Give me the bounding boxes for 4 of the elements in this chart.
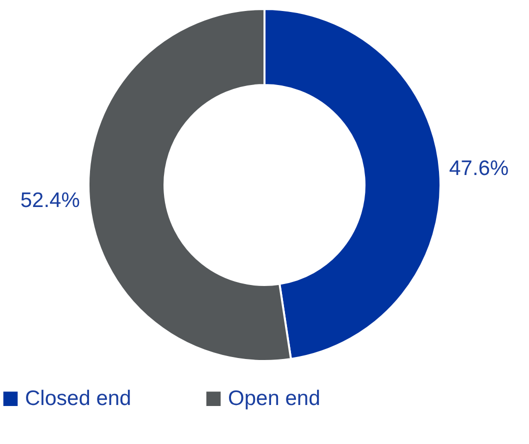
data-label: 52.4% bbox=[20, 189, 80, 212]
legend-label: Open end bbox=[228, 386, 320, 410]
legend-label: Closed end bbox=[25, 386, 132, 410]
data-label: 47.6% bbox=[449, 156, 509, 180]
